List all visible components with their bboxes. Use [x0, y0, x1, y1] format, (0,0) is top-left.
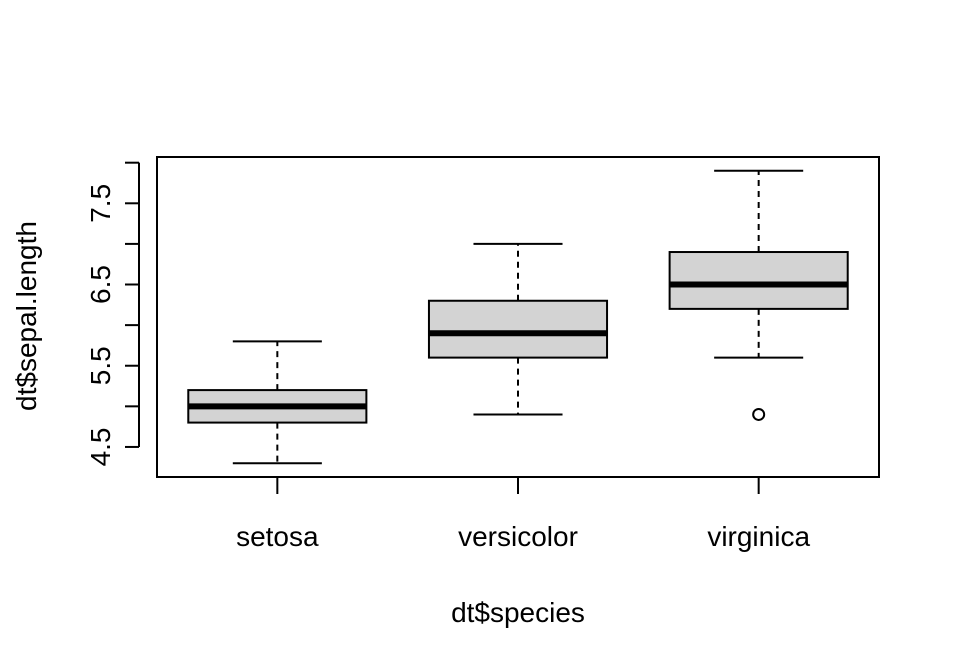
x-tick-label: versicolor — [458, 521, 578, 552]
y-tick-label: 4.5 — [85, 427, 116, 466]
plot-frame — [156, 156, 880, 478]
y-tick-label: 5.5 — [85, 346, 116, 385]
x-axis-label: dt$species — [451, 597, 585, 628]
box-versicolor — [427, 242, 609, 416]
box-virginica — [668, 169, 849, 421]
outlier-point — [752, 407, 766, 421]
iqr-box — [668, 251, 849, 310]
x-axis: setosa versicolor virginica — [236, 477, 810, 552]
y-axis-label: dt$sepal.length — [11, 221, 42, 411]
y-axis: 4.5 5.5 6.5 7.5 — [85, 161, 140, 466]
x-tick-label: virginica — [707, 521, 810, 552]
box-setosa — [187, 340, 368, 465]
x-tick-label: setosa — [236, 521, 319, 552]
y-tick-label: 6.5 — [85, 265, 116, 304]
iqr-box — [427, 299, 609, 359]
plot-marks — [187, 169, 849, 465]
y-tick-label: 7.5 — [85, 184, 116, 223]
